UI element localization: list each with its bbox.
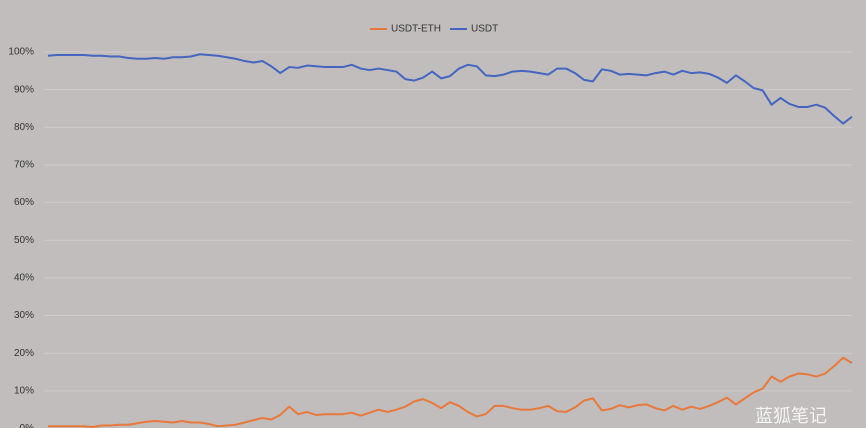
y-tick-label: 100%: [8, 47, 34, 58]
y-tick-label: 70%: [14, 160, 34, 171]
series-line: [47, 53, 853, 125]
y-tick-label: 10%: [14, 385, 34, 396]
legend-label: USDT: [471, 24, 498, 35]
watermark: 蓝狐笔记: [755, 406, 827, 426]
y-tick-label: 60%: [14, 197, 34, 208]
y-tick-label: 50%: [14, 235, 34, 246]
y-tick-label: 80%: [14, 122, 34, 133]
y-tick-label: 0%: [20, 423, 35, 428]
y-tick-label: 20%: [14, 348, 34, 359]
series-line: [48, 356, 853, 428]
legend-label: USDT-ETH: [391, 24, 441, 35]
y-tick-label: 90%: [14, 84, 34, 95]
y-tick-label: 40%: [14, 273, 34, 284]
y-tick-label: 30%: [14, 310, 34, 321]
